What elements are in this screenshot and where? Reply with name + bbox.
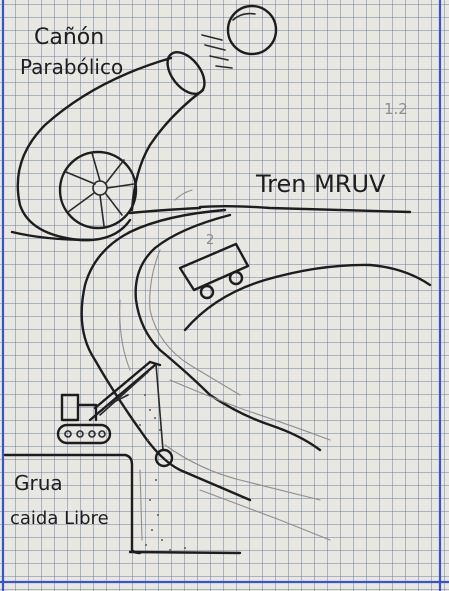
pencil-dots (139, 394, 186, 551)
ramp-lines (80, 189, 432, 541)
crane-tracks (56, 423, 112, 445)
pencil-mark: 2 (206, 233, 214, 248)
cliff (3, 453, 242, 555)
label-train: Tren MRUV (255, 170, 386, 198)
label-crane-line1: Grua (14, 471, 63, 495)
train-cart (178, 242, 250, 300)
cannon-wheel (58, 150, 138, 230)
label-cannon-line1: Cañón (34, 25, 104, 50)
train-ground-line (198, 205, 412, 214)
crane (60, 360, 174, 468)
label-crane-line2: caida Libre (10, 508, 109, 529)
label-cannon-line2: Parabólico (20, 55, 123, 79)
cannonball (201, 4, 278, 69)
page-mark: 1.2 (384, 100, 408, 118)
cannon (10, 51, 206, 242)
